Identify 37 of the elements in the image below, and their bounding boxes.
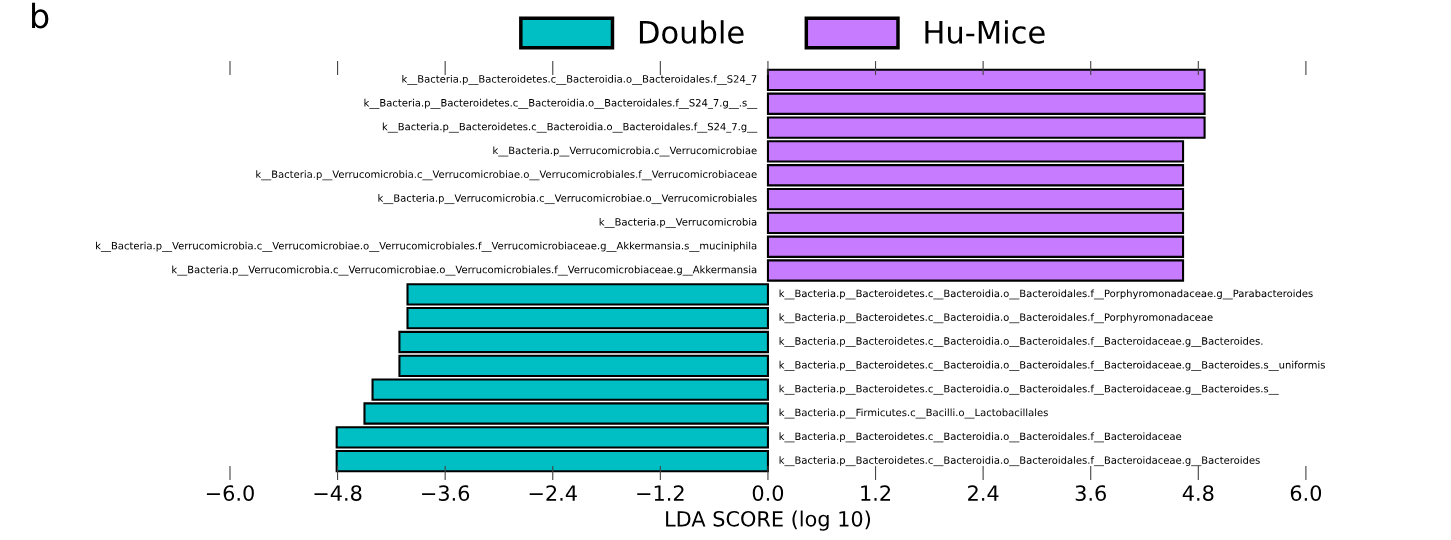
x-axis-title: LDA SCORE (log 10) bbox=[666, 510, 871, 531]
x-tick-label: −6.0 bbox=[206, 485, 254, 501]
y-tick-label: k__Bacteria.p__Bacteroidetes.c__Bacteroidia.o__Bacteroidales.f__Bacteroidaceae.g__Bacteroides bbox=[779, 456, 1260, 467]
bar bbox=[335, 449, 769, 473]
y-tick-label: k__Bacteria.p__Verrucomicrobia.c__Verrucomicrobiae.o__Verrucomicrobiales bbox=[378, 194, 757, 205]
y-tick-label: k__Bacteria.p__Bacteroidetes.c__Bacteroidia.o__Bacteroidales.f__Bacteroidaceae.g__Bacteroides.s__uniformis bbox=[779, 360, 1325, 371]
x-tick-label: 6.0 bbox=[1290, 485, 1322, 501]
bar bbox=[766, 68, 1206, 92]
x-tick-label: 4.8 bbox=[1182, 485, 1214, 501]
y-tick-label: k__Bacteria.p__Verrucomicrobia.c__Verrucomicrobiae.o__Verrucomicrobiales.f__Verrucomicrobiaceae.g__Akkermansia bbox=[172, 265, 757, 276]
legend-label: Hu-Mice bbox=[925, 20, 1045, 44]
y-tick-label: k__Bacteria.p__Verrucomicrobia bbox=[599, 217, 757, 228]
x-tick-label: 3.6 bbox=[1075, 485, 1106, 501]
x-tick-label: 2.4 bbox=[968, 485, 999, 501]
x-tick-label: 1.2 bbox=[861, 485, 891, 501]
bar bbox=[766, 211, 1185, 235]
y-tick-label: k__Bacteria.p__Bacteroidetes.c__Bacteroidia.o__Bacteroidales.f__S24_7 bbox=[402, 74, 757, 85]
y-tick-label: k__Bacteria.p__Verrucomicrobia.c__Verrucomicrobiae.o__Verrucomicrobiales.f__Verrucomicrobiaceae.g__Akkermansia.s__muciniphila bbox=[96, 241, 757, 252]
x-tick-label: −1.2 bbox=[637, 485, 684, 501]
legend-label: Double bbox=[639, 20, 744, 44]
y-tick-label: k__Bacteria.p__Bacteroidetes.c__Bacteroidia.o__Bacteroidales.f__S24_7.g__.s__ bbox=[364, 98, 758, 109]
x-tick-label: 0.0 bbox=[752, 485, 784, 501]
y-tick-label: k__Bacteria.p__Bacteroidetes.c__Bacteroidia.o__Bacteroidales.f__Bacteroidaceae.g__Bacteroides. bbox=[779, 337, 1263, 347]
text: b bbox=[32, 2, 49, 29]
x-tick-label: −4.8 bbox=[314, 485, 362, 501]
bar bbox=[398, 330, 769, 354]
y-tick-label: k__Bacteria.p__Verrucomicrobia.c__Verrucomicrobiae.o__Verrucomicrobiales.f__Verrucomicrobiaceae bbox=[256, 170, 757, 181]
y-tick-label: k__Bacteria.p__Bacteroidetes.c__Bacteroidia.o__Bacteroidales.f__Bacteroidaceae.g__Bacteroides.s__ bbox=[779, 384, 1279, 395]
y-tick-label: k__Bacteria.p__Bacteroidetes.c__Bacteroidia.o__Bacteroidales.f__Bacteroidaceae bbox=[779, 432, 1182, 443]
bar bbox=[766, 187, 1185, 211]
x-tick-label: −2.4 bbox=[529, 485, 577, 501]
x-tick-label: −3.6 bbox=[422, 485, 470, 501]
y-tick-label: k__Bacteria.p__Bacteroidetes.c__Bacteroidia.o__Bacteroidales.f__Porphyromonadaceae.g__Parabacteroides bbox=[779, 289, 1313, 300]
y-tick-label: k__Bacteria.p__Verrucomicrobia.c__Verrucomicrobiae bbox=[493, 146, 757, 157]
y-tick-label: k__Bacteria.p__Bacteroidetes.c__Bacteroidia.o__Bacteroidales.f__Porphyromonadaceae bbox=[779, 313, 1213, 324]
y-tick-label: k__Bacteria.p__Firmicutes.c__Bacilli.o__Lactobacillales bbox=[779, 408, 1048, 419]
y-tick-label: k__Bacteria.p__Bacteroidetes.c__Bacteroidia.o__Bacteroidales.f__S24_7.g__ bbox=[382, 122, 758, 133]
